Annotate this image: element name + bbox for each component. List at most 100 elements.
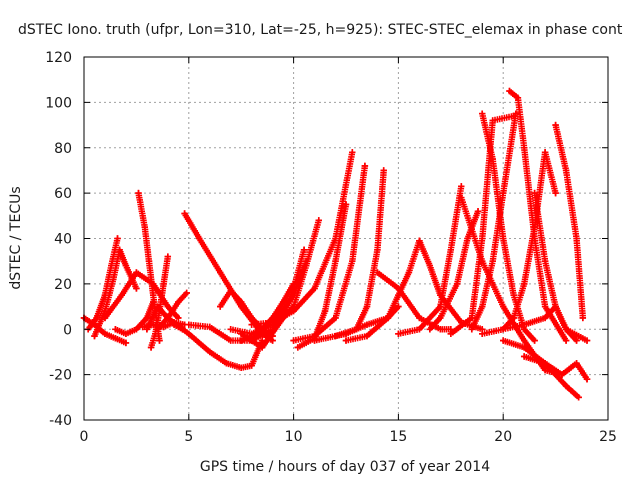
data-point xyxy=(363,332,371,340)
data-point xyxy=(363,321,371,328)
y-tick-label: 40 xyxy=(54,232,72,248)
data-point xyxy=(562,326,570,333)
data-point xyxy=(552,303,559,310)
data-point xyxy=(164,253,172,260)
data-point xyxy=(315,217,322,224)
y-axis-label: dSTEC / TECUs xyxy=(8,186,24,289)
data-point xyxy=(160,280,167,288)
data-series xyxy=(447,112,517,337)
data-point xyxy=(510,314,517,322)
data-point xyxy=(468,314,475,322)
data-point xyxy=(175,314,182,322)
data-point xyxy=(122,339,130,347)
data-point xyxy=(405,269,413,276)
data-series xyxy=(458,194,566,378)
data-point xyxy=(541,366,549,374)
x-tick-label: 20 xyxy=(494,429,512,445)
data-point xyxy=(575,394,582,401)
data-point xyxy=(302,257,310,265)
data-point xyxy=(416,314,423,322)
data-point xyxy=(552,121,559,129)
x-tick-label: 10 xyxy=(285,429,303,445)
data-point xyxy=(101,314,109,322)
data-point xyxy=(112,335,119,342)
data-point xyxy=(248,362,255,369)
data-series xyxy=(395,183,465,337)
data-point xyxy=(520,344,528,351)
data-point xyxy=(279,298,287,306)
data-point xyxy=(332,257,339,265)
data-point xyxy=(139,323,146,331)
y-tick-label: 0 xyxy=(63,322,72,338)
data-point xyxy=(453,280,461,288)
data-series xyxy=(500,337,582,401)
data-point xyxy=(458,183,465,190)
data-point xyxy=(248,321,255,328)
data-point xyxy=(164,303,172,310)
data-point xyxy=(500,189,507,197)
data-point xyxy=(258,344,266,351)
data-point xyxy=(238,337,245,344)
data-point xyxy=(349,257,356,265)
data-point xyxy=(147,344,155,351)
data-point xyxy=(145,257,153,265)
chart-title: dSTEC Iono. truth (ufpr, Lon=310, Lat=-2… xyxy=(18,22,623,38)
data-point xyxy=(541,303,549,310)
x-tick-label: 0 xyxy=(80,429,89,445)
data-series xyxy=(248,217,322,344)
data-point xyxy=(149,292,157,299)
y-tick-label: 80 xyxy=(54,141,72,157)
x-tick-label: 25 xyxy=(599,429,617,445)
data-point xyxy=(374,246,381,254)
data-point xyxy=(114,235,121,242)
data-point xyxy=(541,360,549,367)
data-point xyxy=(573,337,580,344)
data-point xyxy=(531,189,538,197)
data-point xyxy=(152,330,159,337)
data-point xyxy=(437,326,444,333)
data-point xyxy=(380,167,387,174)
x-axis-label: GPS time / hours of day 037 of year 2014 xyxy=(200,459,490,475)
data-point xyxy=(384,314,392,322)
data-point xyxy=(290,292,297,299)
data-point xyxy=(573,360,580,367)
data-point xyxy=(321,307,329,315)
data-point xyxy=(520,144,528,151)
data-point xyxy=(447,330,454,337)
data-series xyxy=(552,121,587,322)
axis-ticks: 0 5 10 15 20 25 -40 -20 0 20 40 60 80 100 120 xyxy=(45,50,617,445)
series-markers xyxy=(479,110,538,344)
data-point xyxy=(133,326,140,333)
data-point xyxy=(223,360,230,367)
data-point xyxy=(217,303,224,310)
data-point xyxy=(185,330,192,337)
data-point xyxy=(135,189,142,197)
data-point xyxy=(520,280,528,288)
data-point xyxy=(489,257,496,265)
data-point xyxy=(248,337,255,344)
data-point xyxy=(510,292,517,299)
data-point xyxy=(133,285,140,292)
data-series xyxy=(342,237,423,344)
data-point xyxy=(583,375,591,383)
data-point xyxy=(181,210,188,217)
data-point xyxy=(416,237,423,244)
series-markers xyxy=(521,353,591,383)
data-point xyxy=(531,337,538,344)
data-point xyxy=(311,285,318,292)
data-point xyxy=(558,371,566,378)
data-point xyxy=(342,337,350,344)
data-point xyxy=(447,246,454,254)
data-point xyxy=(479,303,486,310)
data-series xyxy=(426,208,482,333)
y-tick-label: 120 xyxy=(45,50,72,66)
data-point xyxy=(514,94,522,102)
data-point xyxy=(468,326,475,333)
data-point xyxy=(458,194,465,201)
data-point xyxy=(258,326,266,333)
data-point xyxy=(474,208,482,215)
data-series xyxy=(479,303,591,344)
data-point xyxy=(562,382,570,390)
y-tick-label: -20 xyxy=(49,368,72,384)
